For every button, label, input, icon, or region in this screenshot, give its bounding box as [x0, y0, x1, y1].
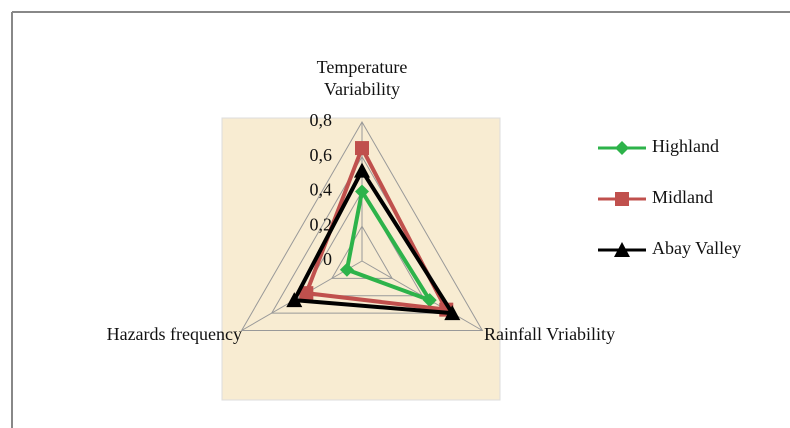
category-label: Temperature Variability — [316, 57, 408, 99]
data-point — [339, 262, 354, 277]
r-tick-label: 0,6 — [310, 145, 333, 165]
grid-line — [331, 225, 393, 279]
data-point — [355, 184, 369, 199]
category-label: Rainfall Vriability — [484, 324, 616, 344]
data-point — [444, 305, 461, 321]
category-label: Hazards frequency — [106, 324, 242, 344]
plot-area — [221, 117, 501, 401]
data-point — [422, 293, 437, 308]
r-tick-label: 0,4 — [310, 180, 333, 200]
legend-label: Highland — [652, 136, 719, 156]
legend-marker — [615, 192, 629, 206]
legend-label: Midland — [652, 187, 713, 207]
series-line — [291, 166, 457, 316]
grid-line — [240, 121, 484, 331]
legend-marker — [614, 242, 630, 257]
data-point — [354, 162, 370, 178]
data-point — [299, 286, 314, 301]
r-tick-label: 0 — [323, 249, 332, 269]
legend-label: Abay Valley — [652, 238, 741, 258]
legend-marker — [615, 141, 629, 155]
r-tick-label: 0,8 — [310, 110, 333, 130]
data-point — [355, 141, 369, 156]
r-tick-label: 0,2 — [310, 214, 333, 234]
data-point — [286, 292, 303, 308]
grid-line — [300, 190, 424, 297]
series-line — [344, 186, 435, 304]
